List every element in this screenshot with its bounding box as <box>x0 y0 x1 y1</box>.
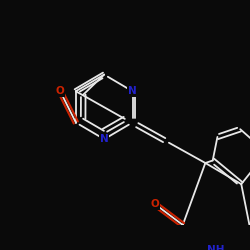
Text: N: N <box>128 86 137 96</box>
Text: O: O <box>56 86 64 96</box>
Text: O: O <box>150 199 159 209</box>
Text: N: N <box>100 134 108 144</box>
Text: NH: NH <box>207 245 225 250</box>
